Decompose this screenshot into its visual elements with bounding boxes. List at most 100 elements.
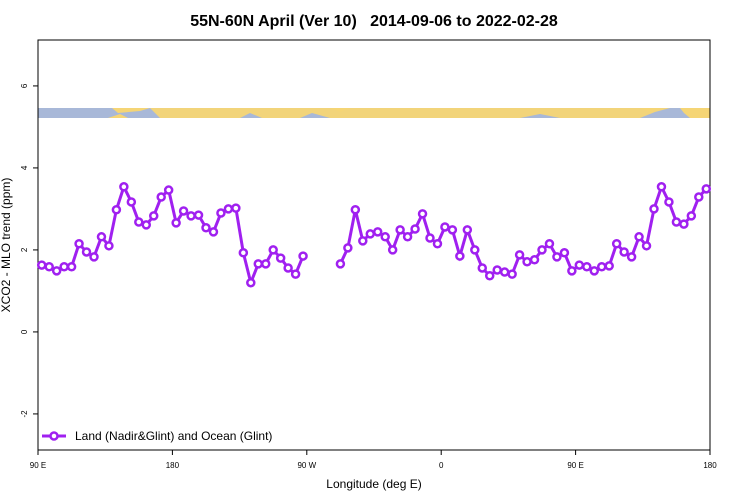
data-point (671, 217, 682, 227)
data-point (193, 210, 204, 220)
data-point (148, 211, 159, 221)
data-point (290, 269, 301, 279)
data-point (283, 263, 293, 273)
data-point (686, 211, 697, 221)
data-point (298, 251, 308, 261)
data-point (268, 245, 278, 255)
data-point (104, 241, 114, 251)
data-point (163, 185, 174, 195)
data-point (582, 261, 592, 272)
data-point (66, 261, 77, 272)
x-tick-label: 90 E (30, 461, 46, 470)
data-point (656, 182, 667, 192)
data-point (156, 192, 166, 202)
data-point (111, 204, 122, 215)
plot-frame (37, 39, 711, 451)
data-point (447, 225, 458, 235)
x-tick-label: 180 (703, 461, 717, 470)
data-point (372, 227, 383, 237)
data-point (171, 218, 181, 228)
data-point (574, 260, 585, 270)
y-tick-label: 4 (20, 165, 29, 170)
data-point (507, 269, 517, 279)
data-point (223, 204, 234, 214)
data-point (596, 261, 607, 272)
chart-title: 55N-60N April (Ver 10) 2014-09-06 to 202… (190, 13, 558, 30)
data-point (201, 223, 211, 233)
data-point (679, 219, 689, 229)
x-tick-label: 90 E (567, 461, 583, 470)
y-tick-label: 6 (20, 83, 29, 88)
data-point (119, 182, 129, 192)
data-point (231, 203, 241, 213)
data-point (89, 252, 99, 262)
data-point (604, 261, 614, 271)
data-point (641, 241, 652, 251)
legend-marker (49, 431, 59, 441)
data-point (134, 217, 144, 227)
map-strip (38, 108, 710, 118)
data-point (402, 232, 413, 242)
data-point (694, 192, 704, 202)
data-point (96, 232, 107, 242)
data-point (484, 271, 495, 281)
data-point (275, 253, 286, 263)
data-point (186, 211, 196, 221)
data-point (455, 251, 465, 261)
data-point (477, 263, 488, 273)
x-tick-label: 0 (439, 461, 444, 470)
data-point (380, 232, 390, 242)
data-point (358, 236, 368, 246)
x-axis-label: Longitude (deg E) (326, 477, 421, 491)
x-tick-label: 180 (166, 461, 180, 470)
y-tick-label: 0 (20, 329, 29, 334)
y-tick-label: 2 (20, 247, 29, 252)
data-point (238, 248, 249, 258)
legend-label: Land (Nadir&Glint) and Ocean (Glint) (75, 429, 272, 443)
data-point (492, 265, 502, 275)
data-point (499, 267, 510, 277)
data-point (253, 259, 264, 269)
data-point (36, 260, 47, 270)
data-point (59, 261, 69, 272)
data-point (432, 239, 443, 249)
data-point (514, 250, 525, 260)
data-point (470, 245, 480, 255)
data-point (246, 277, 256, 288)
data-point (649, 204, 659, 214)
data-point (552, 252, 562, 262)
data-point (395, 225, 405, 235)
data-point (44, 261, 54, 272)
data-point (664, 197, 674, 207)
data-point (350, 204, 361, 215)
data-point (537, 245, 547, 255)
data-point (544, 239, 555, 249)
data-point (141, 220, 152, 230)
data-point (51, 266, 62, 276)
data-point (634, 232, 644, 242)
data-point (74, 239, 84, 249)
data-point (462, 225, 473, 235)
data-point (126, 197, 137, 207)
data-point (589, 266, 600, 276)
data-point (178, 206, 189, 216)
data-point (522, 257, 532, 267)
data-point (208, 227, 219, 237)
data-point (335, 259, 346, 269)
data-point (81, 247, 92, 257)
data-point (567, 266, 577, 276)
data-point (425, 233, 435, 243)
data-point (260, 259, 271, 269)
data-point (529, 255, 540, 265)
x-tick-label: 90 W (297, 461, 316, 470)
data-point (410, 224, 420, 234)
y-tick-label: -2 (20, 410, 29, 418)
data-point (626, 252, 637, 262)
data-point (559, 248, 570, 258)
data-point (216, 208, 226, 218)
data-point (619, 247, 629, 257)
data-point (387, 245, 398, 255)
data-point (701, 184, 712, 194)
y-axis-label: XCO2 - MLO trend (ppm) (0, 178, 13, 313)
